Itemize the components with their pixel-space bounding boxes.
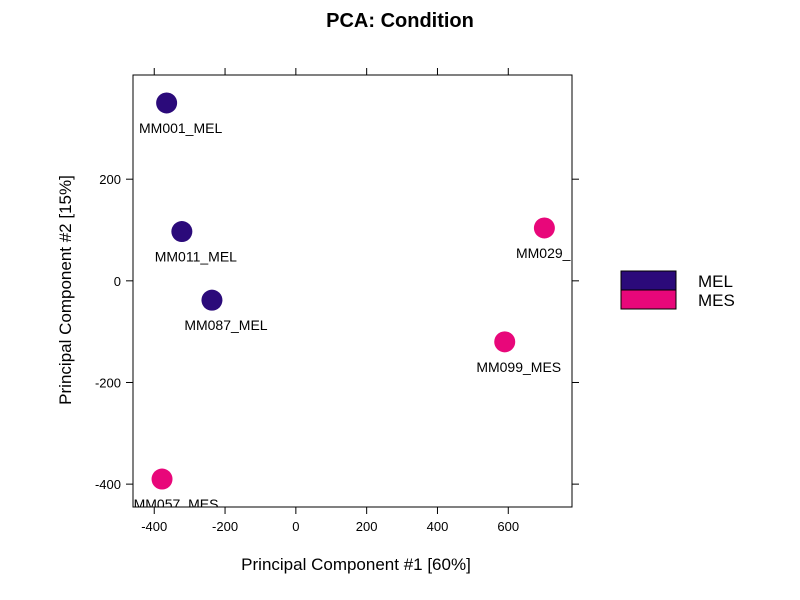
x-axis-title: Principal Component #1 [60%] — [241, 555, 471, 574]
point-label: MM057_MES — [134, 496, 219, 512]
data-points: MM001_MEL MM011_MEL MM087_MEL MM029_MES MM09… — [134, 92, 601, 512]
x-tick-label: 400 — [427, 519, 449, 534]
x-axis: -400 -200 0 200 400 600 — [141, 68, 519, 534]
y-axis-title: Principal Component #2 [15%] — [56, 175, 75, 405]
chart-title: PCA: Condition — [326, 10, 474, 32]
point-label: MM011_MEL — [155, 249, 237, 265]
y-axis: -400 -200 0 200 — [95, 172, 579, 492]
data-point — [201, 289, 223, 311]
legend-swatch — [620, 270, 677, 291]
x-tick-label: -400 — [141, 519, 167, 534]
x-tick-label: 600 — [497, 519, 519, 534]
y-tick-label: -200 — [95, 375, 121, 390]
data-point — [533, 217, 555, 239]
x-tick-label: 0 — [292, 519, 299, 534]
legend-label: MEL — [698, 272, 733, 291]
point-label: MM099_MES — [476, 359, 561, 375]
point-label: MM001_MEL — [139, 120, 222, 136]
legend-label: MES — [698, 291, 735, 310]
x-tick-label: 200 — [356, 519, 378, 534]
data-point — [171, 221, 193, 243]
y-tick-label: 200 — [99, 172, 121, 187]
data-point — [151, 468, 173, 490]
y-tick-label: 0 — [114, 274, 121, 289]
x-tick-label: -200 — [212, 519, 238, 534]
data-point — [156, 92, 178, 114]
plot-frame — [132, 74, 573, 508]
point-label: MM087_MEL — [184, 317, 267, 333]
data-point — [494, 331, 516, 353]
point-label: MM029_MES — [516, 245, 601, 261]
y-tick-label: -400 — [95, 477, 121, 492]
legend-swatch — [620, 289, 677, 310]
